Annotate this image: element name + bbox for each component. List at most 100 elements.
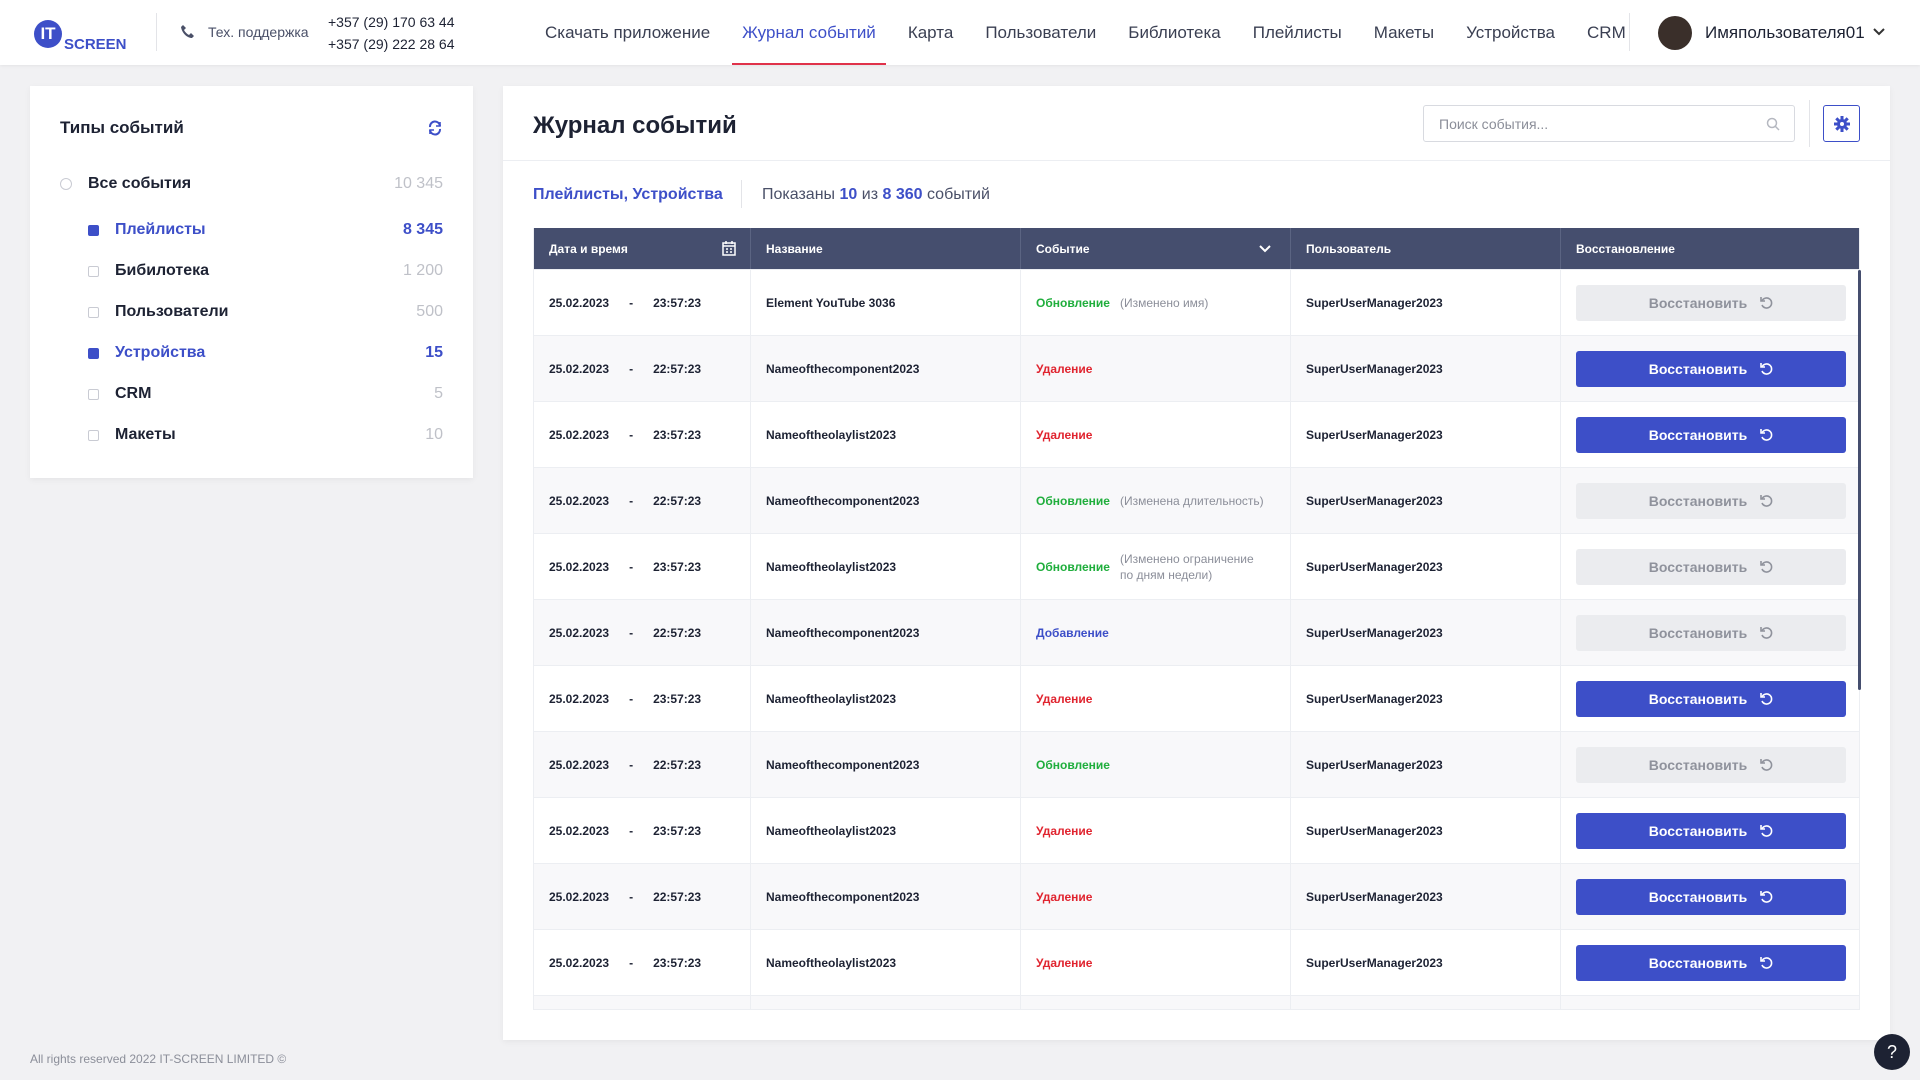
separator — [1809, 100, 1810, 147]
user-name: SuperUserManager2023 — [1306, 296, 1443, 310]
help-button[interactable]: ? — [1874, 1034, 1910, 1070]
nav-item[interactable]: Журнал событий — [732, 0, 886, 65]
cell-restore: Восстановить — [1561, 336, 1859, 401]
filter-item[interactable]: Бибилотека1 200 — [60, 259, 443, 283]
cell-event: Удаление — [1021, 864, 1291, 929]
date-separator: - — [629, 890, 633, 904]
restore-label: Восстановить — [1649, 427, 1747, 443]
table-row — [534, 996, 1859, 1010]
restore-icon — [1759, 428, 1773, 442]
column-title: Пользователь — [1306, 242, 1391, 256]
search-input[interactable]: Поиск события... — [1423, 105, 1795, 142]
page-title: Журнал событий — [533, 112, 737, 140]
settings-button[interactable] — [1823, 105, 1860, 142]
nav-item[interactable]: Карта — [898, 0, 964, 65]
restore-label: Восстановить — [1649, 955, 1747, 971]
restore-button[interactable]: Восстановить — [1576, 945, 1846, 981]
cell-datetime: 25.02.2023-23:57:23 — [534, 666, 751, 731]
active-filter[interactable]: Плейлисты, Устройства — [533, 186, 723, 204]
column-title: Восстановление — [1576, 242, 1675, 256]
restore-button[interactable]: Восстановить — [1576, 879, 1846, 915]
cell-name: Nameoftheolaylist2023 — [751, 534, 1021, 599]
separator — [741, 180, 742, 208]
item-name: Element YouTube 3036 — [766, 296, 895, 310]
column-header: Восстановление — [1561, 228, 1859, 269]
item-name: Nameofthecomponent2023 — [766, 626, 919, 640]
checkbox[interactable] — [88, 348, 99, 359]
filter-count: 8 345 — [403, 221, 443, 239]
phone[interactable]: +357 (29) 222 28 64 — [328, 36, 455, 52]
checkbox[interactable] — [88, 389, 99, 400]
restore-button[interactable]: Восстановить — [1576, 681, 1846, 717]
avatar[interactable] — [1658, 16, 1692, 50]
time: 22:57:23 — [653, 362, 701, 376]
cell-name: Nameoftheolaylist2023 — [751, 798, 1021, 863]
separator — [1629, 13, 1630, 51]
user-name[interactable]: Имяпользователя01 — [1705, 23, 1865, 43]
refresh-icon[interactable] — [427, 120, 443, 136]
cell-event: Удаление — [1021, 336, 1291, 401]
checkbox[interactable] — [88, 225, 99, 236]
restore-icon — [1759, 956, 1773, 970]
logo[interactable]: ITSCREEN — [30, 14, 130, 52]
time: 23:57:23 — [653, 956, 701, 970]
empty-cell — [1021, 996, 1291, 1010]
radio[interactable] — [60, 178, 72, 190]
filter-count: 10 — [425, 426, 443, 444]
cell-event: Обновление(Изменено имя) — [1021, 270, 1291, 335]
user-name: SuperUserManager2023 — [1306, 956, 1443, 970]
chevron[interactable] — [1872, 26, 1886, 38]
empty-cell — [534, 996, 751, 1010]
cell-restore: Восстановить — [1561, 666, 1859, 731]
nav-item[interactable]: Плейлисты — [1243, 0, 1352, 65]
calendar-icon[interactable] — [722, 241, 736, 256]
restore-button[interactable]: Восстановить — [1576, 351, 1846, 387]
time: 22:57:23 — [653, 626, 701, 640]
item-name: Nameoftheolaylist2023 — [766, 560, 896, 574]
nav-item[interactable]: Макеты — [1364, 0, 1444, 65]
cell-event: Удаление — [1021, 402, 1291, 467]
column-header[interactable]: Дата и время — [534, 228, 751, 269]
cell-datetime: 25.02.2023-23:57:23 — [534, 270, 751, 335]
restore-button[interactable]: Восстановить — [1576, 417, 1846, 453]
filter-item[interactable]: Пользователи500 — [60, 300, 443, 324]
filter-item[interactable]: Плейлисты8 345 — [60, 218, 443, 242]
column-header: Пользователь — [1291, 228, 1561, 269]
nav-item[interactable]: Пользователи — [975, 0, 1106, 65]
phone[interactable]: +357 (29) 170 63 44 — [328, 14, 455, 30]
nav-item[interactable]: Устройства — [1456, 0, 1565, 65]
filter-item[interactable]: CRM5 — [60, 382, 443, 406]
cell-restore: Восстановить — [1561, 534, 1859, 599]
table-row: 25.02.2023-22:57:23Nameofthecomponent202… — [534, 864, 1859, 930]
filter-count: 15 — [425, 344, 443, 362]
user-name: SuperUserManager2023 — [1306, 890, 1443, 904]
date-separator: - — [629, 956, 633, 970]
restore-button[interactable]: Восстановить — [1576, 813, 1846, 849]
checkbox[interactable] — [88, 266, 99, 277]
filter-item[interactable]: Макеты10 — [60, 423, 443, 447]
filter-all[interactable]: Все события10 345 — [60, 172, 443, 196]
checkbox[interactable] — [88, 430, 99, 441]
filter-label: CRM — [115, 385, 151, 403]
cell-name: Nameoftheolaylist2023 — [751, 930, 1021, 995]
scrollbar[interactable] — [1858, 270, 1861, 690]
dropdown-icon[interactable] — [1258, 244, 1272, 254]
cell-user: SuperUserManager2023 — [1291, 732, 1561, 797]
column-title: Дата и время — [549, 242, 628, 256]
table-row: 25.02.2023-22:57:23Nameofthecomponent202… — [534, 732, 1859, 798]
cell-datetime: 25.02.2023-23:57:23 — [534, 402, 751, 467]
user-name: SuperUserManager2023 — [1306, 626, 1443, 640]
checkbox[interactable] — [88, 307, 99, 318]
column-header: Название — [751, 228, 1021, 269]
nav-item[interactable]: Библиотека — [1118, 0, 1230, 65]
column-header[interactable]: Событие — [1021, 228, 1291, 269]
nav-item[interactable]: CRM — [1577, 0, 1636, 65]
date-separator: - — [629, 428, 633, 442]
cell-event: Обновление(Изменено ограничение по дням … — [1021, 534, 1291, 599]
event-log-panel: Журнал событий Поиск события... Плейлист… — [503, 86, 1890, 1040]
date-separator: - — [629, 560, 633, 574]
nav-item[interactable]: Скачать приложение — [535, 0, 720, 65]
filter-item[interactable]: Устройства15 — [60, 341, 443, 365]
table-row: 25.02.2023-23:57:23Nameoftheolaylist2023… — [534, 666, 1859, 732]
time: 22:57:23 — [653, 494, 701, 508]
